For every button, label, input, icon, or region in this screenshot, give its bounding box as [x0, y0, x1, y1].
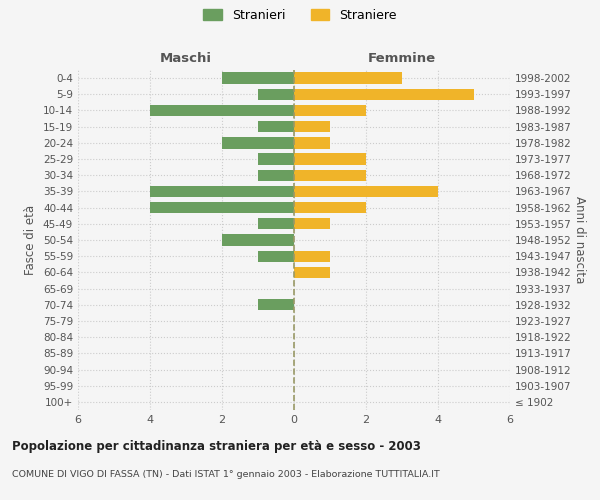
Bar: [294, 105, 366, 116]
Bar: [258, 88, 294, 100]
Bar: [222, 72, 294, 84]
Bar: [222, 234, 294, 246]
Bar: [294, 88, 474, 100]
Bar: [294, 202, 366, 213]
Bar: [294, 72, 402, 84]
Legend: Stranieri, Straniere: Stranieri, Straniere: [203, 8, 397, 22]
Text: Femmine: Femmine: [368, 52, 436, 65]
Bar: [294, 250, 330, 262]
Bar: [294, 266, 330, 278]
Bar: [258, 250, 294, 262]
Bar: [294, 137, 330, 148]
Bar: [294, 218, 330, 230]
Bar: [258, 154, 294, 164]
Text: Maschi: Maschi: [160, 52, 212, 65]
Bar: [294, 186, 438, 197]
Bar: [258, 218, 294, 230]
Text: COMUNE DI VIGO DI FASSA (TN) - Dati ISTAT 1° gennaio 2003 - Elaborazione TUTTITA: COMUNE DI VIGO DI FASSA (TN) - Dati ISTA…: [12, 470, 440, 479]
Bar: [258, 299, 294, 310]
Y-axis label: Anni di nascita: Anni di nascita: [572, 196, 586, 284]
Bar: [294, 154, 366, 164]
Bar: [294, 121, 330, 132]
Bar: [294, 170, 366, 181]
Bar: [150, 105, 294, 116]
Y-axis label: Fasce di età: Fasce di età: [25, 205, 37, 275]
Text: Popolazione per cittadinanza straniera per età e sesso - 2003: Popolazione per cittadinanza straniera p…: [12, 440, 421, 453]
Bar: [258, 170, 294, 181]
Bar: [150, 202, 294, 213]
Bar: [150, 186, 294, 197]
Bar: [258, 121, 294, 132]
Bar: [222, 137, 294, 148]
